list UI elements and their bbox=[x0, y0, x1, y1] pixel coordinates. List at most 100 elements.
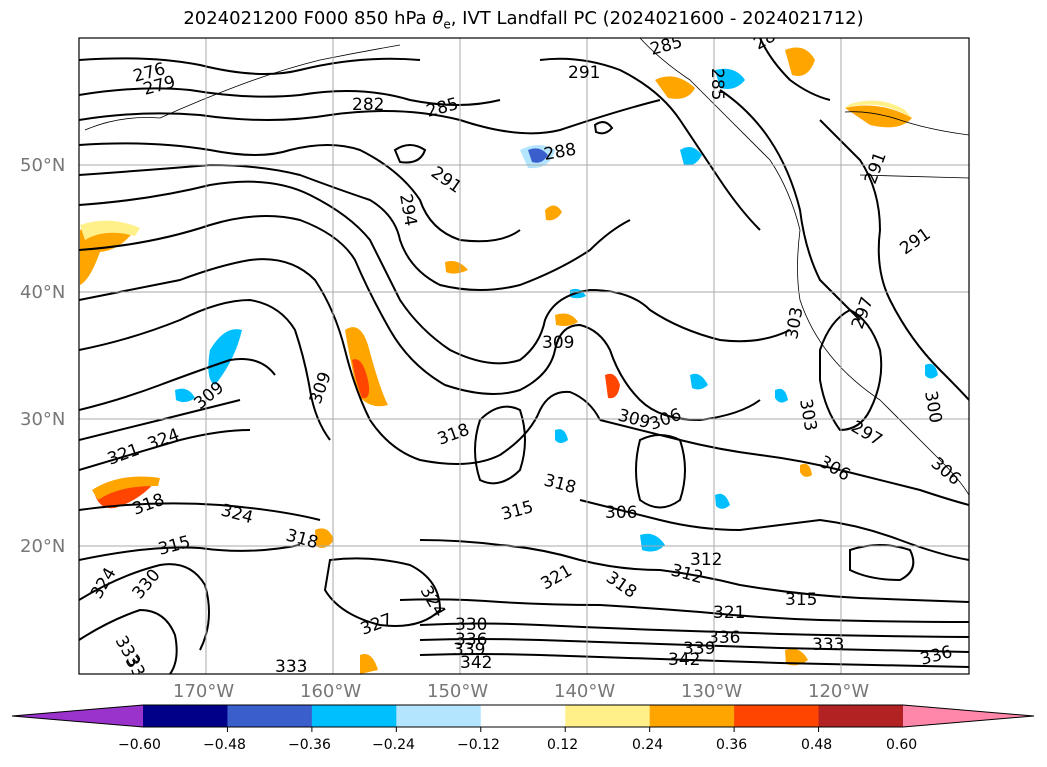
lon-label-170W: 170°W bbox=[173, 681, 235, 702]
shade-patch bbox=[208, 329, 242, 385]
contour-line bbox=[474, 405, 526, 485]
colorbar-tick-label: 0.48 bbox=[801, 737, 833, 753]
contour-label: 291 bbox=[568, 63, 600, 83]
colorbar-tick-label: −0.60 bbox=[118, 737, 161, 753]
colorbar-tick-label: −0.48 bbox=[203, 737, 246, 753]
contour-label: 342 bbox=[668, 650, 700, 670]
shade-patch bbox=[175, 388, 195, 403]
contour-line bbox=[579, 499, 969, 561]
title-symbol: θ bbox=[432, 8, 444, 29]
contour-label: 330 bbox=[455, 615, 487, 635]
contour-line bbox=[79, 298, 331, 441]
colorbar-tick-label: −0.12 bbox=[457, 737, 500, 753]
contour-line bbox=[419, 653, 969, 668]
contour-label: 333 bbox=[812, 635, 844, 655]
shade-patch bbox=[775, 388, 788, 403]
contour-line bbox=[819, 119, 969, 401]
colorbar-segment bbox=[311, 705, 397, 727]
lon-label-130W: 130°W bbox=[681, 681, 743, 702]
contour-line bbox=[399, 598, 969, 623]
contour-line bbox=[79, 180, 791, 365]
colorbar-segment bbox=[565, 705, 651, 727]
contour-label: 336 bbox=[455, 630, 487, 650]
shade-patch bbox=[715, 493, 730, 509]
contour-line bbox=[593, 121, 614, 135]
contour-line bbox=[79, 563, 210, 651]
contour-line bbox=[599, 419, 969, 506]
shade-patch bbox=[570, 288, 586, 299]
contour-label: 312 bbox=[690, 550, 722, 570]
shaded-anomalies bbox=[80, 47, 938, 674]
colorbar-tick-label: 0.24 bbox=[632, 737, 664, 753]
title-suffix: , IVT Landfall PC (2024021600 - 20240217… bbox=[450, 8, 864, 29]
colorbar bbox=[11, 704, 1035, 732]
contour-line bbox=[635, 434, 686, 509]
contour-line bbox=[539, 57, 761, 231]
lat-label-50N: 50°N bbox=[20, 155, 66, 176]
contour-line bbox=[419, 622, 969, 638]
chart-title: 2024021200 F000 850 hPa θe, IVT Landfall… bbox=[0, 8, 1047, 32]
shade-patch bbox=[925, 363, 938, 379]
contour-label: 309 bbox=[542, 333, 574, 353]
colorbar-segment bbox=[227, 705, 313, 727]
contour-line bbox=[79, 502, 321, 521]
shade-patch bbox=[555, 313, 578, 326]
coastline bbox=[639, 38, 969, 496]
shade-patch bbox=[845, 105, 912, 128]
contour-label: 285 bbox=[707, 68, 727, 100]
contour-line bbox=[759, 38, 831, 101]
contour-label: 336 bbox=[708, 628, 740, 648]
colorbar-segment bbox=[143, 705, 228, 727]
contour-line bbox=[393, 144, 427, 164]
contour-line bbox=[419, 539, 969, 603]
shade-patch bbox=[640, 533, 665, 552]
colorbar-extend-high bbox=[903, 705, 1034, 727]
shade-patch bbox=[528, 148, 548, 163]
colorbar-tick-label: −0.36 bbox=[288, 737, 331, 753]
lat-label-20N: 20°N bbox=[20, 536, 66, 557]
shade-patch bbox=[360, 654, 378, 674]
colorbar-tick-label: 0.36 bbox=[716, 737, 748, 753]
contour-line bbox=[849, 544, 915, 582]
title-text: 2024021200 F000 850 hPa bbox=[183, 8, 427, 29]
coastline bbox=[844, 111, 969, 136]
colorbar-segment bbox=[396, 705, 482, 727]
shade-patch bbox=[715, 68, 745, 89]
shade-patch bbox=[800, 463, 812, 477]
shade-patch bbox=[445, 261, 468, 274]
contour-label: 339 bbox=[683, 639, 715, 659]
lon-label-140W: 140°W bbox=[554, 681, 616, 702]
shade-patch bbox=[80, 225, 135, 285]
shade-patch bbox=[785, 47, 815, 76]
contour-line bbox=[79, 142, 521, 243]
shade-patch bbox=[605, 373, 620, 399]
shade-patch bbox=[785, 648, 808, 666]
lon-label-120W: 120°W bbox=[808, 681, 870, 702]
colorbar-tick-label: 0.60 bbox=[886, 737, 918, 753]
colorbar-outline bbox=[11, 704, 1035, 728]
shade-patch bbox=[690, 373, 708, 390]
contour-label: 321 bbox=[713, 603, 745, 623]
contour-line bbox=[79, 87, 501, 106]
shade-patch bbox=[92, 476, 160, 500]
shade-patch bbox=[315, 528, 334, 548]
contour-label: 333 bbox=[275, 657, 307, 677]
contour-line bbox=[79, 608, 178, 674]
shade-patch bbox=[555, 429, 568, 443]
contour-line bbox=[79, 258, 601, 465]
contour-line bbox=[419, 638, 969, 653]
shade-patch bbox=[680, 146, 702, 166]
gridlines bbox=[79, 38, 969, 674]
coastline bbox=[84, 44, 401, 131]
contour-label: 282 bbox=[352, 95, 384, 115]
border-line bbox=[859, 174, 969, 179]
contour-line bbox=[79, 215, 761, 422]
lat-label-40N: 40°N bbox=[20, 282, 66, 303]
contour-label: 339 bbox=[453, 640, 485, 660]
colorbar-tick-label: 0.12 bbox=[547, 737, 579, 753]
colorbar-tick-label: −0.24 bbox=[372, 737, 415, 753]
colorbar-segment bbox=[480, 705, 566, 727]
contour-line bbox=[79, 57, 421, 75]
lon-label-150W: 150°W bbox=[427, 681, 489, 702]
